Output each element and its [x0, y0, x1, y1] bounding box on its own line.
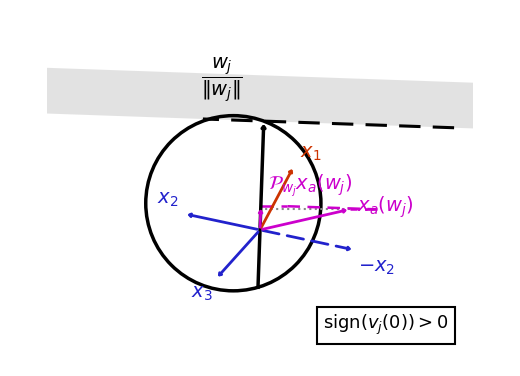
Text: $-x_2$: $-x_2$ — [358, 258, 395, 276]
Text: $x_a(w_j)$: $x_a(w_j)$ — [357, 194, 414, 220]
Text: $x_1$: $x_1$ — [300, 144, 321, 163]
Text: $\mathrm{sign}(v_j(0)) > 0$: $\mathrm{sign}(v_j(0)) > 0$ — [323, 313, 448, 337]
Text: $x_2$: $x_2$ — [157, 190, 178, 209]
Polygon shape — [0, 64, 520, 130]
Text: $\mathcal{P}_{w_j}x_a(w_j)$: $\mathcal{P}_{w_j}x_a(w_j)$ — [268, 172, 353, 199]
Text: $\dfrac{w_j}{\|w_j\|}$: $\dfrac{w_j}{\|w_j\|}$ — [201, 56, 243, 105]
Text: $x_3$: $x_3$ — [191, 284, 212, 303]
